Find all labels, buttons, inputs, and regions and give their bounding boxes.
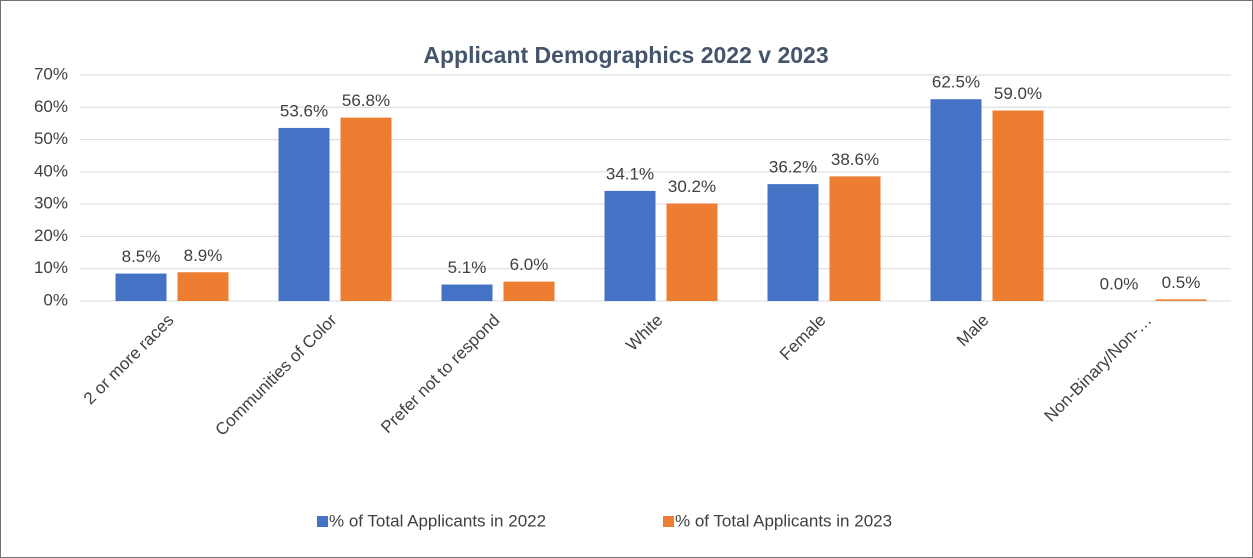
bar — [930, 99, 982, 301]
y-tick-label: 50% — [34, 129, 68, 148]
value-label: 6.0% — [510, 255, 549, 274]
value-label: 0.5% — [1162, 273, 1201, 292]
value-label: 59.0% — [994, 84, 1042, 103]
bar — [115, 273, 167, 301]
bar — [278, 127, 330, 301]
value-label: 5.1% — [448, 258, 487, 277]
legend-label: % of Total Applicants in 2022 — [329, 511, 546, 530]
legend-label: % of Total Applicants in 2023 — [675, 511, 892, 530]
value-label: 8.5% — [122, 247, 161, 266]
bar — [829, 176, 881, 301]
y-tick-label: 70% — [34, 64, 68, 83]
value-label: 38.6% — [831, 150, 879, 169]
bar — [604, 190, 656, 301]
value-label: 36.2% — [769, 158, 817, 177]
value-label: 8.9% — [184, 246, 223, 265]
bar — [503, 281, 555, 301]
value-label: 62.5% — [932, 73, 980, 92]
legend-swatch — [317, 516, 328, 527]
bar — [177, 272, 229, 301]
bar — [992, 110, 1044, 301]
bar — [1155, 299, 1207, 301]
chart-title: Applicant Demographics 2022 v 2023 — [423, 42, 828, 68]
y-tick-label: 20% — [34, 226, 68, 245]
bar — [340, 117, 392, 301]
value-label: 53.6% — [280, 101, 328, 120]
bar — [441, 284, 493, 301]
bar — [666, 203, 718, 301]
y-tick-label: 60% — [34, 97, 68, 116]
y-tick-label: 30% — [34, 194, 68, 213]
y-tick-label: 10% — [34, 258, 68, 277]
value-label: 34.1% — [606, 164, 654, 183]
y-tick-label: 0% — [43, 290, 68, 309]
y-tick-label: 40% — [34, 161, 68, 180]
value-label: 56.8% — [342, 91, 390, 110]
bar — [767, 184, 819, 301]
value-label: 0.0% — [1100, 274, 1139, 293]
value-label: 30.2% — [668, 177, 716, 196]
legend-swatch — [663, 516, 674, 527]
